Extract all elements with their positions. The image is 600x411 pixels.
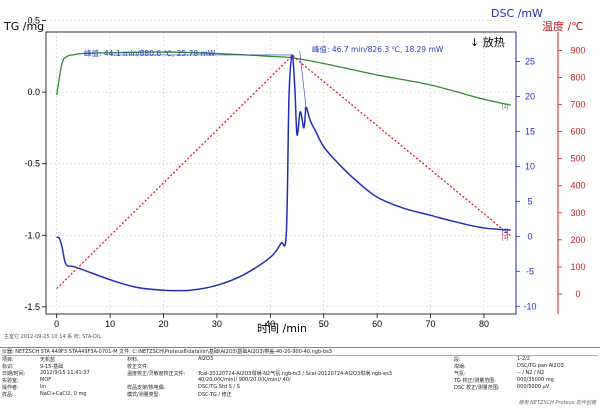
x-tick-label: 0 — [54, 319, 59, 329]
temp-tick-label: 700 — [570, 100, 585, 110]
info-key: 坩埚: — [454, 364, 466, 370]
info-key: 模式/测量类型: — [127, 392, 161, 398]
dsc-axis-label: DSC /mW — [491, 7, 543, 20]
info-row: 操作者: lin 样品支架/热电偶: DSC/TG Std S / S DSC … — [2, 384, 598, 391]
info-value: DSC/TG Std S / S — [198, 384, 240, 390]
info-value: DSC/TG pan Al2O3 — [517, 363, 564, 369]
info-key: 标识: — [2, 364, 14, 370]
info-key: 项目: — [2, 357, 14, 363]
temp-tick-label: 100 — [570, 262, 585, 272]
info-value: -- / N2 / N2 — [517, 370, 545, 376]
tg-tick-label: 0.5 — [27, 16, 40, 26]
info-key: 日期/时间: — [2, 371, 26, 377]
peak-annotations — [110, 50, 308, 110]
x-tick-label: 50 — [319, 319, 329, 329]
series-line-temp — [56, 54, 512, 290]
info-key: DSC 校正/测量范围: — [454, 385, 500, 391]
series-line-tg — [56, 51, 511, 106]
x-tick-label: 80 — [479, 319, 489, 329]
temp-tick-label: 900 — [570, 45, 585, 55]
x-axis-label: 时间 /min — [257, 322, 307, 335]
axes-layer: 0 10 20 30 40 50 60 70 800.50.0-0.5-1.0-1.525201… — [24, 16, 585, 329]
dsc-tick-label: -5 — [526, 266, 534, 276]
info-key: 段: — [454, 357, 461, 363]
info-key: 材料: — [127, 357, 139, 363]
dsc-tick-label: 15 — [525, 126, 535, 136]
x-tick-label: 70 — [426, 319, 436, 329]
info-value: 40/20.0(K/min)/ 900/20.0(K/min)/ 40/ — [198, 377, 291, 383]
series-end-tag-dsc: [1] — [502, 229, 509, 235]
info-key: 样品: — [2, 392, 14, 398]
info-value: NaCl+CaCl2, 0 mg — [40, 391, 87, 397]
peak-annotation-2: 峰值: 46.7 min/826.3 ℃, 18.29 mW — [312, 44, 444, 54]
info-key: TG 校正/测量范围: — [454, 378, 496, 384]
tg-tick-label: 0.0 — [27, 87, 40, 97]
info-value: 000/5000 µV — [517, 384, 550, 390]
info-value: Al2O3 — [198, 356, 214, 362]
peak-leader-2 — [299, 50, 307, 109]
series-layer: [1][1][1] — [56, 51, 512, 292]
x-tick-label: 20 — [158, 319, 168, 329]
peak-annotation-1: 峰值: 44.1 min/880.6 ℃, 25.78 mW — [84, 48, 216, 58]
grid — [46, 20, 516, 314]
temp-tick-label: 600 — [570, 127, 585, 137]
info-value: 无机盐 — [40, 357, 56, 363]
x-tick-label: 40 — [265, 319, 275, 329]
info-row: 标识: 9-15-基础 校正文件: 坩埚: DSC/TG pan Al2O3 — [2, 363, 598, 370]
info-value: 000/35000 mg — [517, 377, 554, 383]
peak-marker-2 — [304, 106, 308, 110]
info-row: 实验室: MOF 40/20.0(K/min)/ 900/20.0(K/min)… — [2, 377, 598, 384]
info-key: 样品支架/热电偶: — [127, 385, 166, 391]
info-value: 2012/9/15 11:41:37 — [40, 370, 90, 376]
info-row: 项目: 无机盐 材料: Al2O3 段: 1-2/2 — [2, 356, 598, 363]
dsc-tick-label: -10 — [523, 301, 536, 311]
info-key: 温度校正/灵敏度校正文件: — [127, 371, 186, 377]
temp-axis-label: 温度 /℃ — [542, 19, 584, 33]
software-credit: 使用 NETZSCH Proteus 软件创建 — [518, 400, 596, 406]
info-value: Tcal-20120724-Al2O3坩埚-N2气氛.ngb-ts3 / Sca… — [198, 371, 392, 377]
info-value: 9-15-基础 — [40, 364, 64, 370]
info-key: 校正文件: — [127, 364, 149, 370]
temp-tick-label: 500 — [570, 154, 585, 164]
x-tick-label: 10 — [105, 319, 115, 329]
info-value: MOF — [40, 377, 52, 383]
dsc-tick-label: 10 — [525, 161, 535, 171]
exo-direction-label: ↓ 放热 — [470, 35, 505, 49]
info-row: 样品: NaCl+CaCl2, 0 mg 模式/测量类型: DSC-TG / 修… — [2, 391, 598, 398]
plot-area — [46, 32, 516, 314]
temp-tick-label: 0 — [575, 289, 580, 299]
tg-tick-label: -0.5 — [24, 159, 40, 169]
temp-tick-label: 300 — [570, 208, 585, 218]
info-key: 实验室: — [2, 378, 19, 384]
dsc-tick-label: 5 — [527, 196, 532, 206]
info-key: 操作者: — [2, 385, 19, 391]
info-row: 日期/时间: 2012/9/15 11:41:37 温度校正/灵敏度校正文件: … — [2, 370, 598, 377]
temp-tick-label: 800 — [570, 72, 585, 82]
x-tick-label: 60 — [372, 319, 382, 329]
info-value: DSC-TG / 修正 — [198, 392, 232, 398]
series-end-tag-tg: [1] — [502, 104, 509, 110]
dsc-tick-label: 20 — [525, 91, 535, 101]
operator-line: 主室它 2012-09-25 10:14 系 统: STA-DIL — [4, 334, 102, 340]
info-value: 1-2/2 — [517, 356, 531, 362]
instrument-header: 仪器: NETZSCH STA 449F3 STA449F3A-0701-M 文… — [2, 348, 598, 356]
dsc-tick-label: 25 — [525, 56, 535, 66]
series-end-tag-temp: [1] — [502, 235, 509, 241]
dsc-tick-label: 0 — [527, 231, 532, 241]
tg-tick-label: -1.0 — [24, 230, 40, 240]
info-value: lin — [40, 384, 46, 390]
tg-axis-label: TG /mg — [3, 20, 44, 33]
x-tick-label: 30 — [212, 319, 222, 329]
temp-tick-label: 200 — [570, 235, 585, 245]
info-panel: 仪器: NETZSCH STA 449F3 STA449F3A-0701-M 文… — [0, 347, 600, 408]
temp-tick-label: 400 — [570, 181, 585, 191]
thermal-analysis-chart: [1][1][1] 0 10 20 30 40 50 60 70 800.50.0-0.5-1.… — [3, 7, 586, 335]
info-key: 气氛: — [454, 371, 466, 377]
peak-marker-1 — [290, 54, 294, 58]
tg-tick-label: -1.5 — [24, 302, 40, 312]
